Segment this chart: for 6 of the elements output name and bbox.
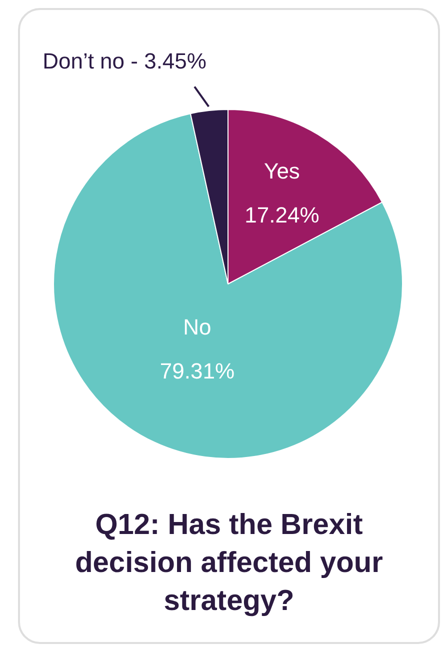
text: Q12: Has the Brexit decision affected your strategy? (74, 508, 384, 619)
slice-label: No (183, 314, 212, 340)
slice-label: Don’t no - 3.45% (42, 48, 206, 74)
data-label: 79.31% (160, 358, 235, 384)
slice-label: Yes (264, 158, 300, 184)
data-label: 17.24% (244, 202, 320, 228)
